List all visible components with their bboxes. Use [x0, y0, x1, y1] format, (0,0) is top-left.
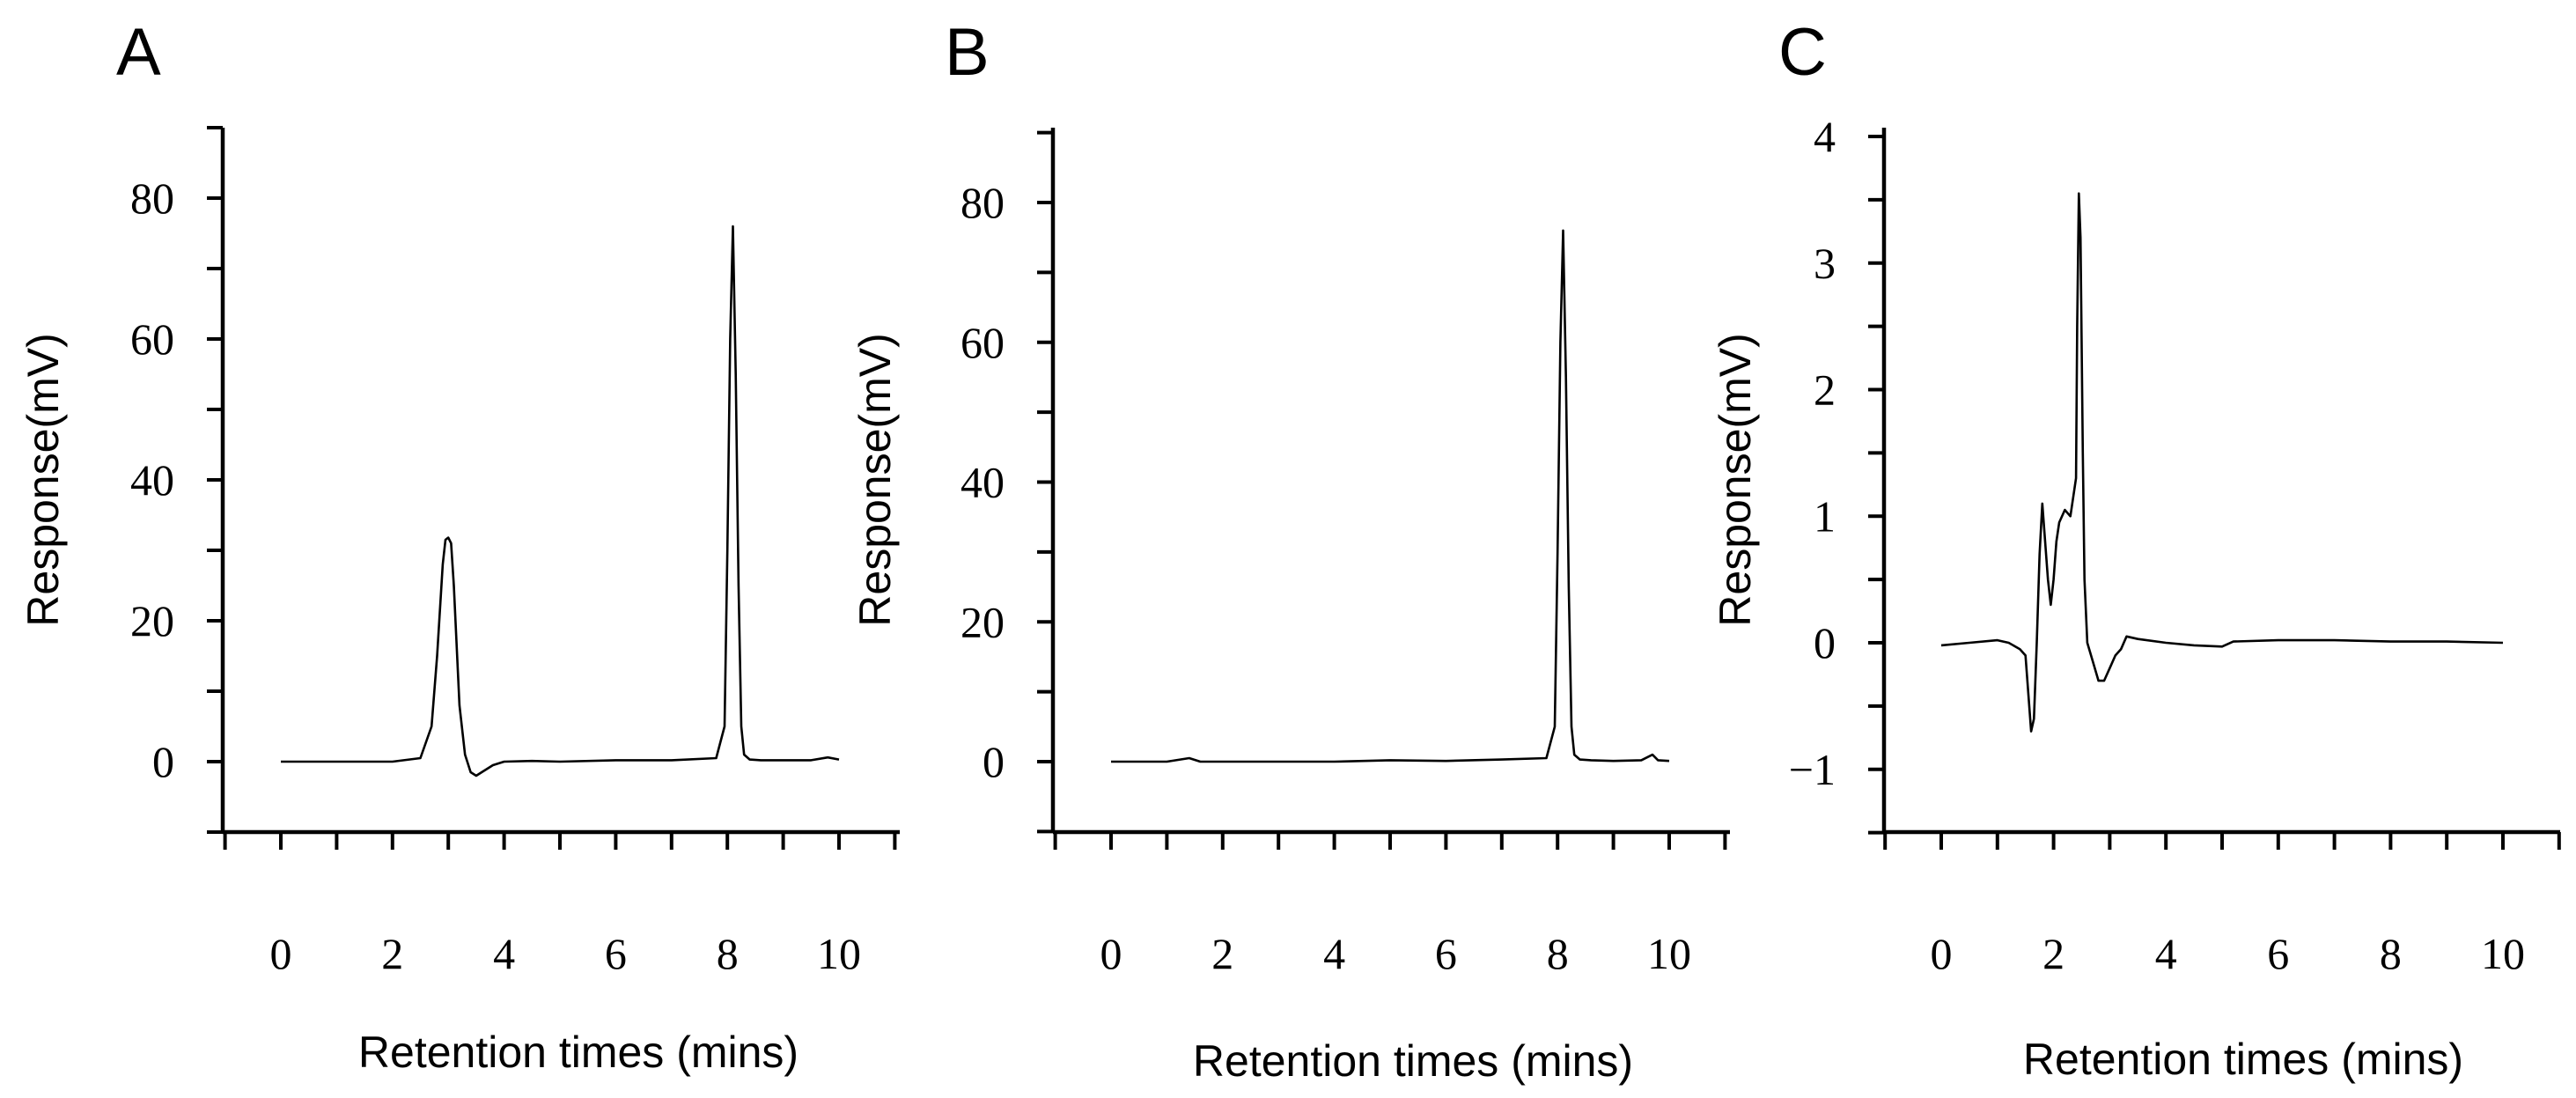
x-tick-label: 6 [2267, 929, 2289, 978]
x-tick-label: 10 [2481, 929, 2525, 978]
x-axis-label: Retention times (mins) [2023, 1035, 2463, 1084]
y-tick-label: 60 [130, 314, 174, 364]
y-tick-label: 60 [960, 318, 1005, 367]
x-tick-label: 4 [2155, 929, 2177, 978]
x-tick-label: 4 [1323, 929, 1345, 978]
panel-b: B 0 20 40 60 80 0 2 4 6 8 10 Retention times (mins) R… [850, 15, 1730, 1086]
series-line [281, 225, 840, 777]
y-axis-label: Response(mV) [18, 333, 68, 626]
y-tick-label: 2 [1814, 365, 1836, 415]
x-tick-label: 0 [1931, 929, 1953, 978]
y-tick-label: 20 [130, 596, 174, 645]
series-line [1940, 192, 2504, 733]
y-tick-label: 40 [960, 458, 1005, 507]
y-tick-label: 80 [960, 178, 1005, 227]
x-tick-label: 6 [1435, 929, 1457, 978]
panel-label: A [116, 15, 161, 90]
x-tick-label: 4 [493, 929, 515, 978]
x-tick-label: 2 [2042, 929, 2064, 978]
y-axis-label: Response(mV) [850, 333, 900, 626]
y-tick-label: 20 [960, 597, 1005, 646]
y-tick-label: 4 [1814, 112, 1836, 161]
x-tick-label: 2 [381, 929, 403, 978]
x-tick-label: 0 [1100, 929, 1122, 978]
y-tick-label: 0 [983, 737, 1005, 786]
series-line [1111, 229, 1670, 763]
x-tick-label: 6 [605, 929, 627, 978]
x-tick-label: 10 [1647, 929, 1691, 978]
x-tick-label: 2 [1211, 929, 1233, 978]
x-tick-label: 8 [2380, 929, 2402, 978]
y-tick-label: 0 [152, 737, 174, 786]
y-tick-label: 40 [130, 455, 174, 505]
y-axis-label: Response(mV) [1711, 333, 1760, 626]
x-axis-label: Retention times (mins) [1193, 1036, 1633, 1086]
x-tick-label: 8 [717, 929, 739, 978]
y-tick-label: 80 [130, 173, 174, 223]
panel-label: C [1778, 15, 1827, 90]
x-tick-label: 10 [817, 929, 861, 978]
x-axis-label: Retention times (mins) [358, 1028, 799, 1077]
y-tick-label: 1 [1814, 491, 1836, 541]
panel-c: C −1 0 1 2 3 4 0 2 4 6 8 10 Retention times (mins) Res… [1711, 15, 2561, 1084]
panel-label: B [945, 15, 990, 90]
y-tick-label: −1 [1789, 745, 1836, 794]
x-tick-label: 8 [1547, 929, 1569, 978]
y-tick-label: 3 [1814, 239, 1836, 288]
panel-a: A 0 20 40 60 80 0 2 4 6 8 10 Retention times (mins) R… [18, 15, 900, 1077]
y-tick-label: 0 [1814, 618, 1836, 667]
x-tick-label: 0 [270, 929, 292, 978]
